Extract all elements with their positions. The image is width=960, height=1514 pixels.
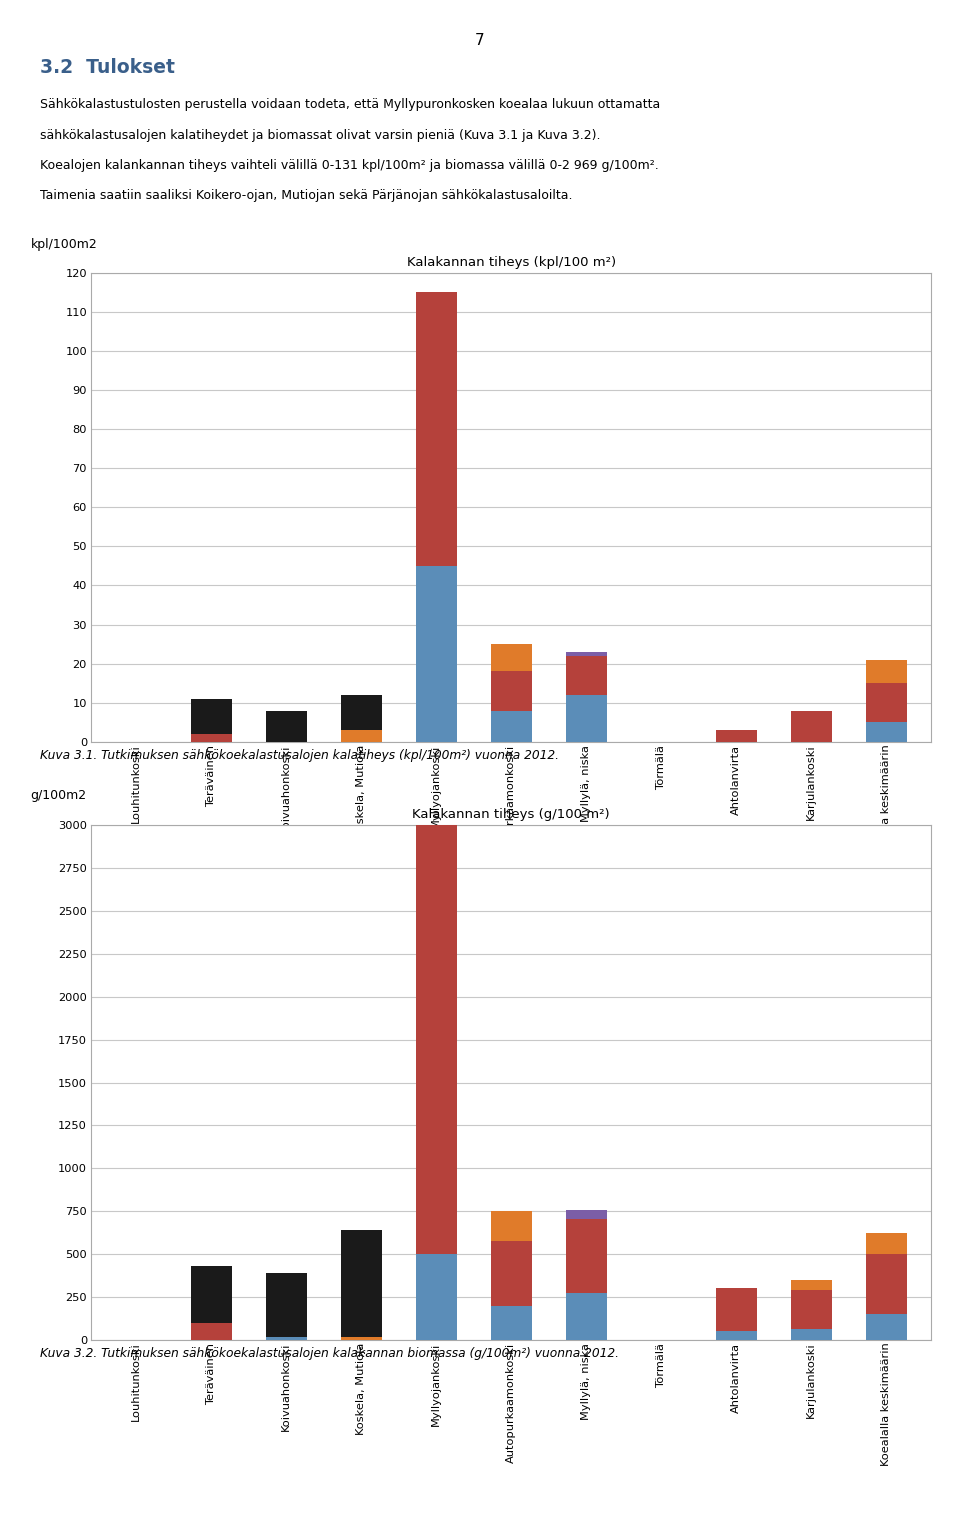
Bar	[491, 672, 532, 710]
Bar	[791, 710, 831, 742]
Bar	[191, 734, 231, 742]
Legend: Taimen, Made, Kivisimppu, Säyne, Särki, Ahven: Taimen, Made, Kivisimppu, Säyne, Särki, …	[298, 927, 725, 952]
Bar	[715, 1331, 756, 1340]
Bar	[491, 710, 532, 742]
Bar	[191, 1323, 231, 1340]
Text: Taimenia saatiin saaliksi Koikero-ojan, Mutiojan sekä Pärjänojan sähkökalastusal: Taimenia saatiin saaliksi Koikero-ojan, …	[40, 189, 573, 203]
Text: sähkökalastusalojen kalatiheydet ja biomassat olivat varsin pieniä (Kuva 3.1 ja : sähkökalastusalojen kalatiheydet ja biom…	[40, 129, 601, 142]
Bar	[715, 1288, 756, 1331]
Bar	[491, 1211, 532, 1241]
Bar	[491, 1305, 532, 1340]
Bar	[565, 1293, 607, 1340]
Bar	[866, 683, 907, 722]
Bar	[565, 653, 607, 656]
Text: Kuva 3.1. Tutkimuksen sähkökoekalastusalojen kalatiheys (kpl/100m²) vuonna 2012.: Kuva 3.1. Tutkimuksen sähkökoekalastusal…	[40, 749, 560, 763]
Bar	[791, 1329, 831, 1340]
Bar	[341, 695, 382, 730]
Bar	[866, 1232, 907, 1254]
Bar	[715, 730, 756, 742]
Bar	[866, 1254, 907, 1314]
Bar	[565, 1210, 607, 1219]
Bar	[341, 730, 382, 742]
Bar	[491, 1241, 532, 1305]
Text: kpl/100m2: kpl/100m2	[31, 238, 98, 251]
Bar	[416, 1254, 457, 1340]
Text: 7: 7	[475, 32, 485, 47]
Text: Sähkökalastustulosten perustella voidaan todeta, että Myllypuronkosken koealaa l: Sähkökalastustulosten perustella voidaan…	[40, 98, 660, 112]
Bar	[341, 1229, 382, 1337]
Bar	[866, 722, 907, 742]
Text: Kuva 3.2. Tutkimuksen sähkökoekalastusalojen kalakannan biomassa (g/100m²) vuonn: Kuva 3.2. Tutkimuksen sähkökoekalastusal…	[40, 1347, 619, 1361]
Text: 3.2  Tulokset: 3.2 Tulokset	[40, 58, 175, 77]
Title: Kalakannan tiheys (g/100 m²): Kalakannan tiheys (g/100 m²)	[413, 808, 610, 821]
Bar	[565, 1219, 607, 1293]
Title: Kalakannan tiheys (kpl/100 m²): Kalakannan tiheys (kpl/100 m²)	[407, 256, 615, 268]
Text: g/100m2: g/100m2	[31, 789, 86, 802]
Bar	[191, 699, 231, 734]
Bar	[791, 1279, 831, 1290]
Bar	[266, 710, 307, 742]
Bar	[565, 695, 607, 742]
Bar	[191, 1266, 231, 1323]
Bar	[416, 769, 457, 1254]
Bar	[416, 292, 457, 566]
Bar	[866, 1314, 907, 1340]
Bar	[341, 1337, 382, 1340]
Bar	[866, 660, 907, 683]
Bar	[416, 566, 457, 742]
Bar	[791, 1290, 831, 1329]
Bar	[565, 656, 607, 695]
Bar	[266, 1273, 307, 1337]
Bar	[266, 1337, 307, 1340]
Bar	[491, 643, 532, 672]
Text: Koealojen kalankannan tiheys vaihteli välillä 0-131 kpl/100m² ja biomassa välill: Koealojen kalankannan tiheys vaihteli vä…	[40, 159, 660, 173]
